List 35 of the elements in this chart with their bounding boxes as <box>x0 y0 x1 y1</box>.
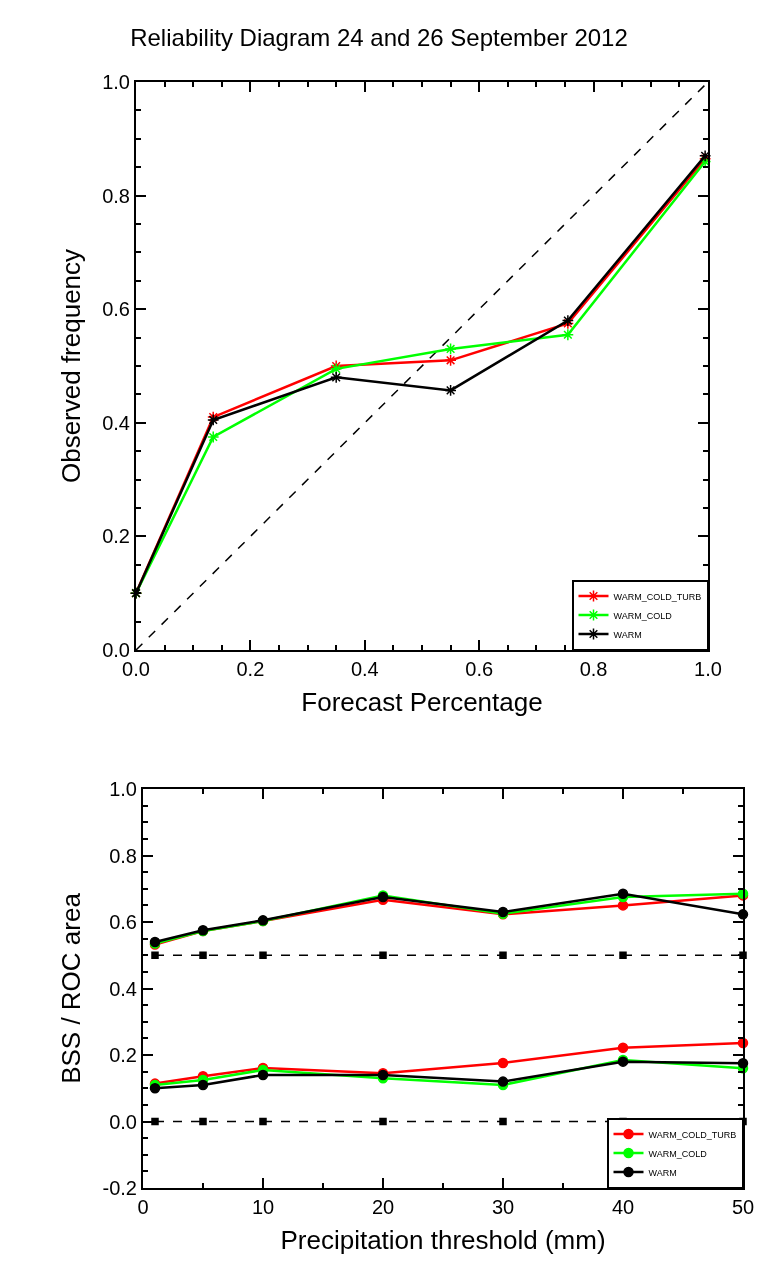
x-axis-title: Precipitation threshold (mm) <box>280 1225 606 1256</box>
y-tick-label: 0.4 <box>109 977 137 1000</box>
x-axis-title: Forecast Percentage <box>301 687 543 718</box>
x-tick-label: 0.4 <box>350 658 379 680</box>
y-tick-label: 0.2 <box>109 1044 137 1066</box>
y-tick-label: 1.0 <box>102 71 130 93</box>
legend-label: WARM <box>648 1167 677 1178</box>
legend-label: WARM_COLD <box>613 610 673 621</box>
y-tick-label: 0.4 <box>102 411 130 434</box>
y-tick-label: -0.2 <box>102 1177 137 1199</box>
x-tick-label: 30 <box>491 1196 515 1218</box>
legend-label: WARM_COLD_TURB <box>613 591 702 602</box>
x-tick-label: 1.0 <box>694 658 722 680</box>
x-tick-label: 10 <box>251 1196 275 1218</box>
y-tick-label: 0.8 <box>102 184 130 207</box>
x-tick-label: 40 <box>611 1196 635 1218</box>
y-axis-title: BSS / ROC area <box>56 892 87 1084</box>
chart-title: Reliability Diagram 24 and 26 September 2012 <box>130 23 628 51</box>
y-tick-label: 1.0 <box>109 778 137 800</box>
x-tick-label: 0.2 <box>236 658 265 680</box>
y-axis-title: Observed frequency <box>56 248 87 484</box>
y-tick-label: 0.8 <box>109 844 137 867</box>
legend-label: WARM <box>613 629 642 640</box>
x-tick-label: 0.6 <box>465 658 494 680</box>
x-tick-label: 0 <box>137 1196 149 1218</box>
y-tick-label: 0.0 <box>109 1110 137 1133</box>
x-tick-label: 50 <box>731 1196 755 1218</box>
y-tick-label: 0.6 <box>102 298 130 321</box>
y-tick-label: 0.0 <box>102 639 130 661</box>
y-tick-label: 0.6 <box>109 911 137 933</box>
y-tick-label: 0.2 <box>102 525 130 548</box>
legend-label: WARM_COLD <box>648 1148 708 1159</box>
x-tick-label: 20 <box>371 1196 395 1218</box>
x-tick-label: 0.8 <box>579 658 608 680</box>
legend-label: WARM_COLD_TURB <box>648 1129 737 1140</box>
